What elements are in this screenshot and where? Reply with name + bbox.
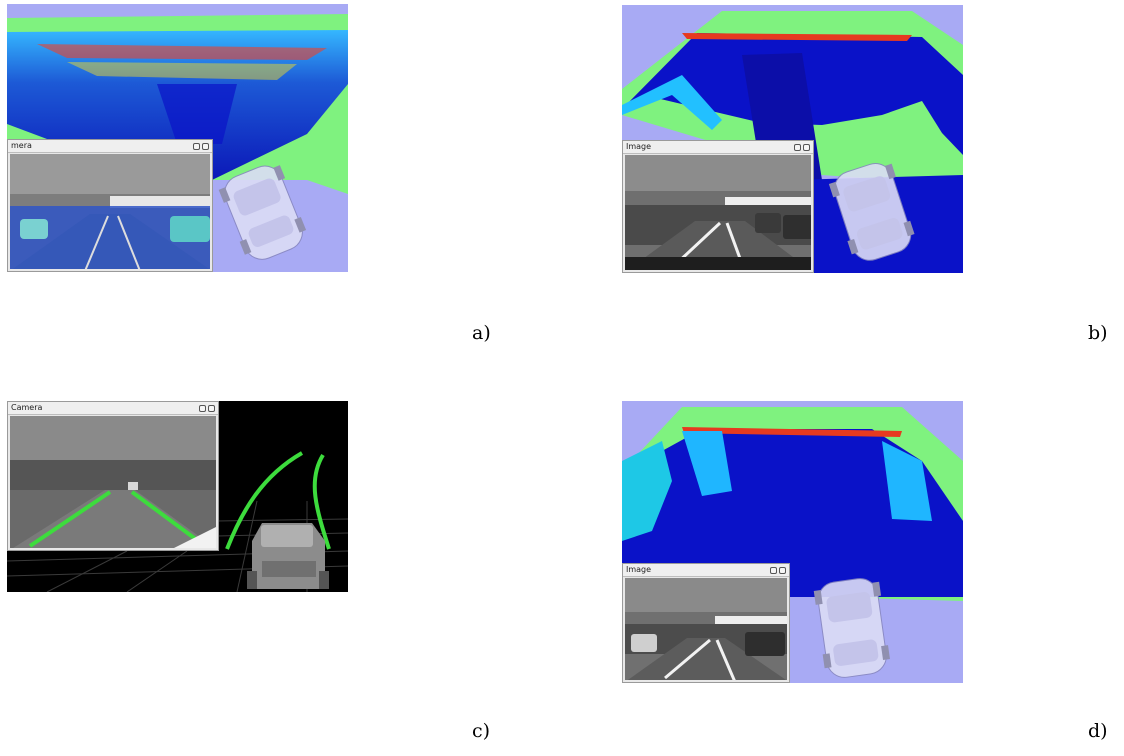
obstacle-band [67, 62, 297, 80]
ego-vehicle [218, 165, 307, 260]
window-controls [199, 402, 215, 414]
camera-window[interactable]: Camera [7, 401, 219, 551]
obstacle-band [682, 33, 912, 41]
image-view [625, 155, 811, 270]
panel-d-caption: d) [1088, 720, 1108, 742]
ego-vehicle [247, 523, 329, 589]
ego-vehicle [828, 163, 915, 261]
lane-line-right [312, 453, 331, 550]
panel-d: Image [622, 401, 963, 683]
camera-window-title: mera [8, 140, 212, 153]
panel-a-scene [7, 4, 348, 272]
image-window-title: Image [623, 564, 789, 577]
close-icon[interactable] [202, 142, 209, 150]
obstacle-edge [682, 431, 732, 496]
float-icon[interactable] [193, 142, 200, 150]
float-icon[interactable] [199, 404, 206, 412]
panel-b: Image [622, 5, 963, 273]
free-corridor [157, 84, 237, 144]
image-window[interactable]: Image [622, 140, 814, 273]
camera-image [10, 416, 216, 548]
camera-image [10, 154, 210, 269]
ego-vehicle [813, 578, 890, 678]
float-icon[interactable] [770, 566, 777, 574]
detected-lane-left [28, 490, 112, 548]
image-window[interactable]: Image [622, 563, 790, 683]
float-icon[interactable] [794, 143, 801, 151]
image-view [625, 578, 787, 680]
obstacle-edge [882, 441, 932, 521]
camera-image [625, 155, 811, 270]
panel-b-caption: b) [1088, 322, 1108, 344]
panel-a: mera [7, 4, 348, 272]
panel-c: Camera [7, 401, 348, 592]
window-controls [770, 564, 786, 576]
obstacle-band [682, 427, 902, 437]
lane-line-left [225, 451, 303, 550]
obstacle-band [37, 44, 327, 60]
image-window-title: Image [623, 141, 813, 154]
obstacle-edge [622, 441, 672, 541]
window-controls [794, 141, 810, 153]
camera-view [10, 416, 216, 548]
camera-window[interactable]: mera [7, 139, 213, 272]
panel-a-caption: a) [472, 322, 491, 344]
window-controls [193, 140, 209, 152]
close-icon[interactable] [803, 143, 810, 151]
camera-image [625, 578, 787, 680]
panel-c-caption: c) [472, 720, 491, 742]
close-icon[interactable] [208, 404, 215, 412]
camera-view [10, 154, 210, 269]
obstacle-edge [622, 75, 722, 130]
camera-window-title: Camera [8, 402, 218, 415]
close-icon[interactable] [779, 566, 786, 574]
